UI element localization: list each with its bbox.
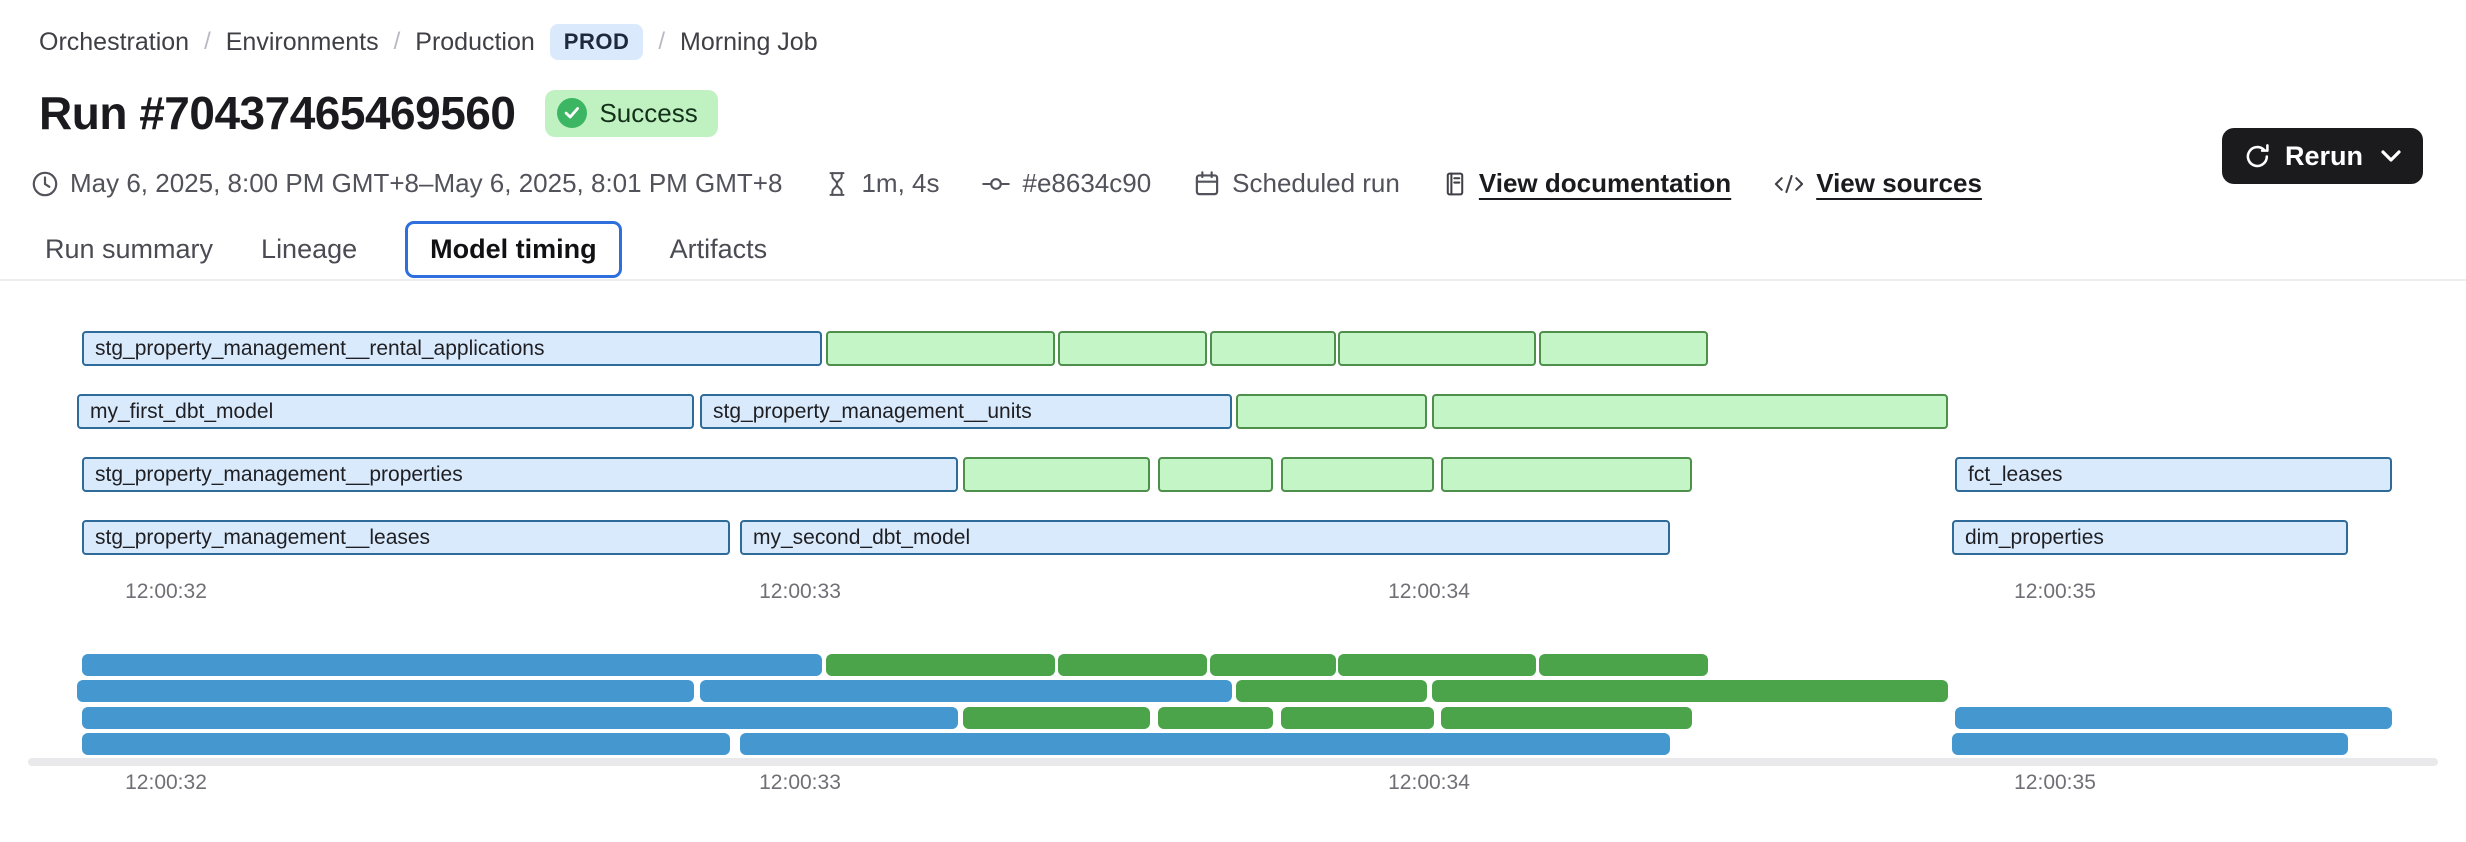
page-title: Run #70437465469560 — [39, 87, 516, 139]
timing-bar-stg_property_management__units[interactable]: stg_property_management__units — [700, 394, 1232, 429]
rerun-button[interactable]: Rerun — [2221, 128, 2423, 184]
axis-tick-label: 12:00:32 — [125, 580, 207, 603]
run-meta: May 6, 2025, 8:00 PM GMT+8–May 6, 2025, … — [31, 168, 1982, 199]
timing-bar-my_first_dbt_model[interactable]: my_first_dbt_model — [77, 394, 694, 429]
axis-tick-label: 12:00:33 — [759, 771, 841, 794]
clock-icon — [32, 171, 58, 196]
bar-label: dim_properties — [1965, 526, 2104, 549]
run-duration: 1m, 4s — [824, 168, 939, 199]
bar-label: stg_property_management__units — [713, 400, 1032, 423]
chevron-down-icon[interactable] — [2381, 150, 2401, 162]
time-axis-main: 12:00:32 12:00:33 12:00:34 12:00:35 — [0, 580, 2466, 610]
minimap-bar — [1539, 654, 1708, 676]
breadcrumb: Orchestration / Environments / Productio… — [39, 24, 818, 60]
tabs-divider — [0, 279, 2466, 281]
timing-bar-fct_leases[interactable]: fct_leases — [1955, 457, 2392, 492]
breadcrumb-separator: / — [204, 28, 211, 55]
minimap-bar — [1955, 707, 2392, 729]
axis-tick-label: 12:00:33 — [759, 580, 841, 603]
bar-label: stg_property_management__leases — [95, 526, 431, 549]
minimap-bar — [82, 707, 958, 729]
bar-label: my_second_dbt_model — [753, 526, 971, 549]
minimap-bar — [1441, 707, 1692, 729]
minimap-bar — [1210, 654, 1336, 676]
tab-run-summary[interactable]: Run summary — [45, 233, 214, 264]
minimap-bar — [1432, 680, 1948, 702]
timing-bar[interactable] — [1158, 457, 1273, 492]
breadcrumb-environments[interactable]: Environments — [225, 27, 379, 56]
timing-bar-stg_property_management__properties[interactable]: stg_property_management__properties — [82, 457, 958, 492]
run-tabs: Run summary Lineage Model timing Artifac… — [45, 220, 767, 278]
axis-tick-label: 12:00:34 — [1388, 771, 1470, 794]
success-check-icon — [557, 98, 588, 128]
minimap-bar — [1236, 680, 1427, 702]
code-icon — [1775, 174, 1804, 193]
axis-tick-label: 12:00:34 — [1388, 580, 1470, 603]
minimap-bar — [700, 680, 1232, 702]
timing-bar[interactable] — [1210, 331, 1336, 366]
tab-artifacts[interactable]: Artifacts — [669, 233, 768, 264]
timing-bar[interactable] — [1432, 394, 1948, 429]
bar-label: stg_property_management__rental_applicat… — [95, 337, 545, 360]
time-axis-minimap: 12:00:32 12:00:33 12:00:34 12:00:35 — [0, 771, 2466, 801]
bar-label: fct_leases — [1968, 463, 2063, 486]
timing-bar[interactable] — [1281, 457, 1434, 492]
timing-bar[interactable] — [963, 457, 1150, 492]
minimap-bar — [77, 680, 694, 702]
status-label: Success — [599, 97, 698, 128]
breadcrumb-production[interactable]: Production — [415, 27, 535, 56]
bar-label: my_first_dbt_model — [90, 400, 274, 423]
run-header: Run #70437465469560 Success — [39, 86, 718, 140]
minimap-bar — [1158, 707, 1273, 729]
timing-bar[interactable] — [1441, 457, 1692, 492]
timing-bar-dim_properties[interactable]: dim_properties — [1952, 520, 2348, 555]
status-badge: Success — [545, 89, 718, 137]
view-sources-link[interactable]: View sources — [1773, 168, 1982, 199]
timing-bar-stg_property_management__rental_applications[interactable]: stg_property_management__rental_applicat… — [82, 331, 822, 366]
timing-bar[interactable] — [1058, 331, 1207, 366]
breadcrumb-orchestration[interactable]: Orchestration — [39, 27, 190, 56]
timing-bar[interactable] — [1539, 331, 1708, 366]
breadcrumb-separator: / — [658, 28, 666, 55]
breadcrumb-morning-job[interactable]: Morning Job — [680, 27, 818, 56]
minimap-bar — [963, 707, 1150, 729]
timing-bar[interactable] — [826, 331, 1055, 366]
minimap-bar — [82, 654, 822, 676]
minimap-bar — [82, 733, 730, 755]
run-trigger: Scheduled run — [1193, 168, 1400, 199]
calendar-icon — [1195, 170, 1219, 195]
view-documentation-link[interactable]: View documentation — [1442, 168, 1731, 199]
minimap-bar — [826, 654, 1055, 676]
timing-bar-my_second_dbt_model[interactable]: my_second_dbt_model — [740, 520, 1670, 555]
environment-badge: PROD — [549, 24, 644, 60]
timing-bar[interactable] — [1236, 394, 1427, 429]
run-time-range: May 6, 2025, 8:00 PM GMT+8–May 6, 2025, … — [31, 168, 782, 199]
breadcrumb-separator: / — [393, 28, 401, 55]
hourglass-icon — [829, 171, 845, 196]
rerun-label: Rerun — [2284, 140, 2363, 171]
refresh-icon — [2244, 143, 2271, 170]
timing-bar[interactable] — [1338, 331, 1536, 366]
run-commit: #e8634c90 — [981, 168, 1151, 199]
tab-model-timing[interactable]: Model timing — [405, 220, 622, 278]
bar-label: stg_property_management__properties — [95, 463, 463, 486]
timeline-scrollbar[interactable] — [28, 758, 2438, 766]
minimap-bar — [1281, 707, 1434, 729]
axis-tick-label: 12:00:35 — [2014, 580, 2096, 603]
document-icon — [1446, 172, 1464, 195]
minimap-bar — [1058, 654, 1207, 676]
tab-lineage[interactable]: Lineage — [261, 233, 358, 264]
minimap-bar — [740, 733, 1670, 755]
axis-tick-label: 12:00:35 — [2014, 771, 2096, 794]
minimap-bar — [1338, 654, 1536, 676]
minimap-bar — [1952, 733, 2348, 755]
commit-icon — [982, 177, 1011, 190]
timing-bar-stg_property_management__leases[interactable]: stg_property_management__leases — [82, 520, 730, 555]
axis-tick-label: 12:00:32 — [125, 771, 207, 794]
